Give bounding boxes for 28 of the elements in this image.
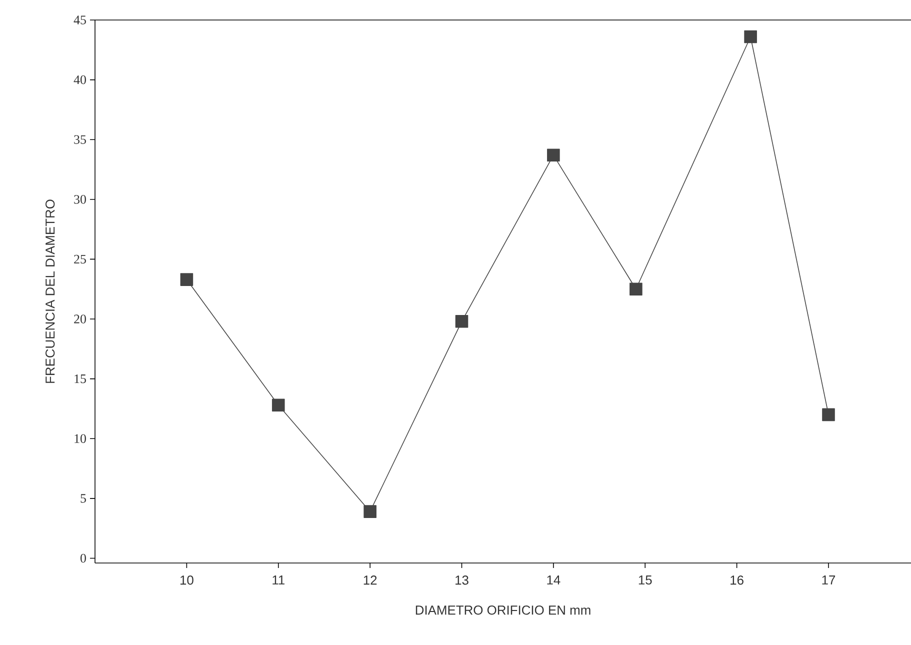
y-tick-label: 0 bbox=[80, 554, 86, 563]
y-tick-label: 35 bbox=[74, 135, 86, 144]
y-tick-label: 10 bbox=[74, 434, 86, 443]
point bbox=[455, 315, 468, 328]
x-tick-label: 14 bbox=[547, 576, 560, 584]
y-tick-label: 5 bbox=[80, 494, 86, 503]
y-tick-label: 15 bbox=[74, 374, 86, 384]
point bbox=[364, 505, 376, 518]
x-tick-label: 12 bbox=[364, 576, 377, 585]
y-tick-label: 45 bbox=[74, 16, 86, 24]
point bbox=[744, 30, 757, 44]
y-axis-title: FRECUENCIA DEL DIAMETRO bbox=[46, 200, 55, 383]
x-tick-label: 15 bbox=[638, 576, 652, 585]
y-tick-label: 25 bbox=[74, 254, 86, 264]
y-tick-label: 40 bbox=[74, 75, 86, 84]
x-tick-label: 16 bbox=[730, 576, 744, 585]
point bbox=[272, 398, 285, 412]
x-tick-label: 10 bbox=[180, 576, 194, 585]
point bbox=[547, 148, 560, 162]
x-axis-title: DIAMETRO ORIFICIO EN mm bbox=[416, 606, 590, 615]
y-tick-label: 30 bbox=[74, 195, 86, 204]
point bbox=[180, 273, 194, 286]
x-tick-label: 11 bbox=[272, 576, 284, 584]
y-tick-label: 20 bbox=[74, 314, 86, 324]
x-tick-label: 13 bbox=[456, 576, 468, 585]
point bbox=[630, 282, 642, 296]
point bbox=[822, 408, 835, 422]
x-tick-label: 17 bbox=[822, 576, 836, 584]
